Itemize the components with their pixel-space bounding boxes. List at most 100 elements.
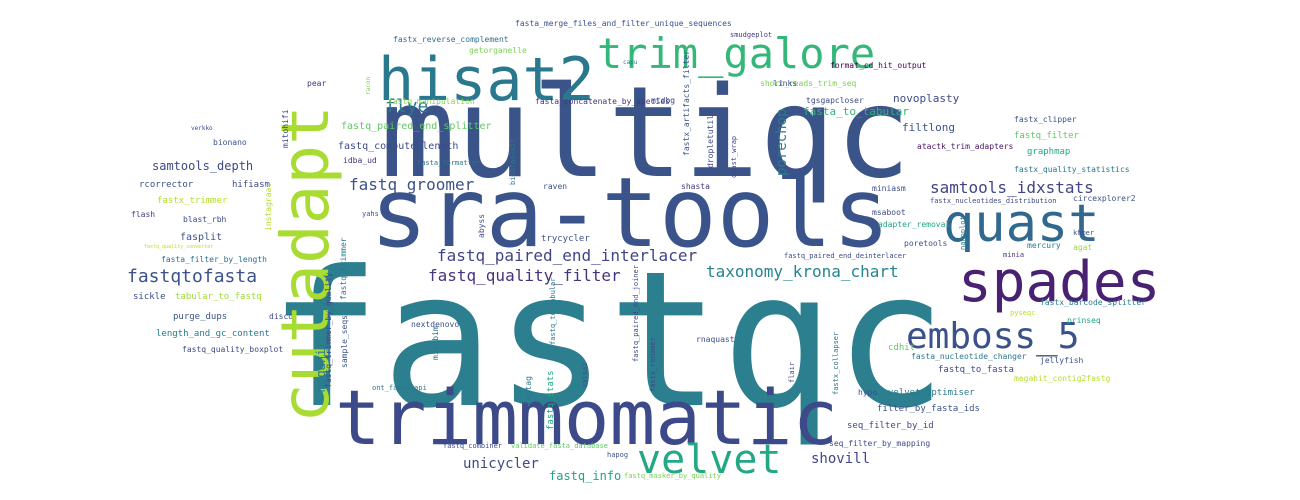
word-miniasm: miniasm: [872, 184, 906, 193]
word-quast-wrap: racon: [365, 76, 372, 95]
word-spades: spades: [958, 250, 1161, 315]
word-yahs: biobtoolkit: [509, 138, 517, 185]
word-fasta-nucleotide-changer: fasta_nucleotide_changer: [911, 352, 1027, 361]
word-filtlong: filtlong: [902, 121, 955, 134]
word-lighter: yahs: [362, 210, 379, 218]
word-pyseqc: pyseqc: [1010, 309, 1036, 317]
word-atactk-trim-adapters: atactk_trim_adapters: [917, 142, 1014, 151]
word-fastx-collapser: fastx_artifacts_filter: [682, 50, 691, 156]
word-smudgeplot: smudgeplot: [730, 31, 773, 39]
word-ont-fast5-api: ont_fast5_api: [372, 384, 427, 392]
word-format-cd-hit-output: format_cd_hit_output: [830, 61, 927, 70]
word-short-reads-trim-seq: short_reads_trim_seq: [760, 79, 857, 88]
word-validate-fasta-database: validate_fasta_database: [511, 442, 608, 450]
word-hisat2: hisat2: [378, 45, 595, 115]
word-fasta-to-tabular: fasta_to_tabular: [803, 105, 909, 118]
word-length-and-gc-content: length_and_gc_content: [156, 329, 270, 339]
word-hapog: hapog: [607, 451, 629, 459]
word-rcorrector: rcorrector: [139, 180, 194, 190]
word-fastq-to-fasta: fastq_to_fasta: [938, 365, 1014, 375]
word-blast-rbh: blast_rbh: [183, 215, 227, 224]
word-fastx-trimmer: fastx_trimmer: [157, 196, 228, 206]
word-sample-seqs: sample_seqs: [340, 315, 349, 368]
word-fastx-reverse-complement: fastx_reverse_complement: [393, 35, 509, 44]
word-disco: disco: [269, 312, 294, 321]
word-racon: capu: [623, 59, 638, 66]
word-fastq-paired-end-deinterlacer: fastq_paired_end_deinterlacer: [784, 252, 907, 260]
word-fastq-paired-end-splitter: fastq_paired_end_splitter: [341, 121, 492, 132]
word-instagraal: instagraal: [264, 182, 273, 231]
word-velvet-optimiser: velvet_optimiser: [888, 388, 975, 398]
word-ragtag: ragtag: [524, 376, 533, 405]
word-mitohifi: mitohifi: [281, 109, 290, 148]
word-biobtoolkit: fastq_to_tabular: [549, 277, 557, 345]
word-fastq-quality-converter: fastq_quality_converter: [144, 244, 214, 250]
word-abyss: abyss: [477, 213, 486, 238]
word-cdhit: cdhit: [888, 343, 916, 353]
word-mtdbg: mtdbg: [651, 96, 676, 105]
word-prinseq: prinseq: [1067, 316, 1101, 325]
word-circexplorer2: circexplorer2: [1073, 194, 1136, 203]
word-porechop: porechop: [774, 108, 790, 176]
word-filter-by-fasta-ids: filter_by_fasta_ids: [877, 404, 980, 414]
word-fasta-formatter: fasta_formatter: [417, 159, 481, 167]
word-fastq-trimmer: fastq_trimmer: [339, 237, 348, 300]
word-emboss-5: emboss_5: [906, 316, 1080, 357]
word-flash: flash: [131, 210, 156, 219]
word-megahit-contig2fastg: megahit_contig2fastg: [1014, 374, 1111, 383]
word-graphmap: graphmap: [1027, 147, 1071, 157]
word-fastq-trimmer-by-quality: fastq_trimmer_by_quality: [324, 272, 333, 388]
word-idba-ud: idba_ud: [343, 156, 377, 165]
word-fastx-quality-statistics: fastx_quality_statistics: [1014, 165, 1130, 174]
word-fastq-stats: fastq_stats: [546, 370, 556, 430]
word-jellyfish: jellyfish: [1040, 356, 1084, 365]
word-fastq-quality-filter: fastq_quality_filter: [428, 266, 621, 285]
word-fastx-clipper: fastx_clipper: [1014, 115, 1077, 124]
word-msaboot: msaboot: [872, 208, 906, 217]
word-taxonomy-krona-chart: taxonomy_krona_chart: [706, 262, 899, 281]
word-fastq-groomer: fastq_groomer: [349, 175, 475, 194]
word-seq-filter-by-mapping: seq_filter_by_mapping: [829, 439, 931, 448]
word-novoplasty: novoplasty: [893, 92, 960, 105]
word-samtools-depth: samtools_depth: [152, 159, 254, 173]
word-fastq-compute-length: fastq_compute_length: [338, 141, 459, 152]
word-fastx-artifacts-filter: dropletutils: [706, 110, 715, 168]
word-mercury: mercury: [1027, 241, 1061, 250]
word-verkko: verkko: [191, 125, 213, 132]
word-fastq-paired-end-joiner: fastx_collapser: [832, 331, 840, 395]
word-trim-galore: trim_galore: [597, 29, 876, 78]
word-adapter-removal: adapter_removal: [878, 220, 951, 229]
word-tabular-to-fastq: tabular_to_fastq: [175, 292, 262, 302]
word-trimmomatic: trimmomatic: [335, 373, 839, 462]
word-fasta-merge-files: fasta_merge_files_and_filter_unique_sequ…: [515, 19, 732, 28]
word-fasta-filter-by-length: fasta_filter_by_length: [161, 255, 267, 264]
word-khmer: khmer: [1073, 229, 1095, 237]
word-hypo: hypo: [858, 388, 878, 397]
word-poretools: poretools: [904, 239, 948, 248]
word-pear: pear: [307, 79, 327, 88]
word-raven: raven: [543, 182, 568, 191]
word-purge-dups: purge_dups: [173, 312, 228, 322]
word-rnaquast: rnaquast: [696, 335, 735, 344]
word-fastx-renamer: fastq_paired_end_joiner: [632, 265, 640, 362]
word-mitobim: mitobim: [431, 326, 440, 360]
word-links: links: [773, 79, 798, 88]
word-salsa2: salsa2: [581, 362, 589, 388]
word-dropletutils: quast_wrap: [730, 135, 738, 178]
word-fastq-combiner: fastq_combiner: [443, 442, 503, 450]
word-fastq-paired-end-interlacer: fastq_paired_end_interlacer: [437, 246, 698, 265]
word-minia: minia: [1003, 251, 1025, 259]
word-velvet: velvet: [637, 437, 782, 483]
word-fasplit: fasplit: [180, 232, 223, 243]
word-tgsgapcloser: tgsgapcloser: [806, 96, 864, 105]
word-agat: agat: [1073, 243, 1093, 252]
word-shasta: shasta: [681, 182, 710, 191]
word-fastq-quality-boxplot: fastq_quality_boxplot: [182, 345, 284, 354]
word-shovill: shovill: [811, 451, 871, 467]
word-nextdenovo: nextdenovo: [411, 320, 460, 329]
word-fastq-manipulation: fastq_manipulation: [388, 97, 475, 106]
word-capu: nanoplot: [959, 216, 967, 250]
word-fastqtofasta: fastqtofasta: [127, 266, 258, 287]
word-fastq-filter: fastq_filter: [1014, 131, 1080, 141]
